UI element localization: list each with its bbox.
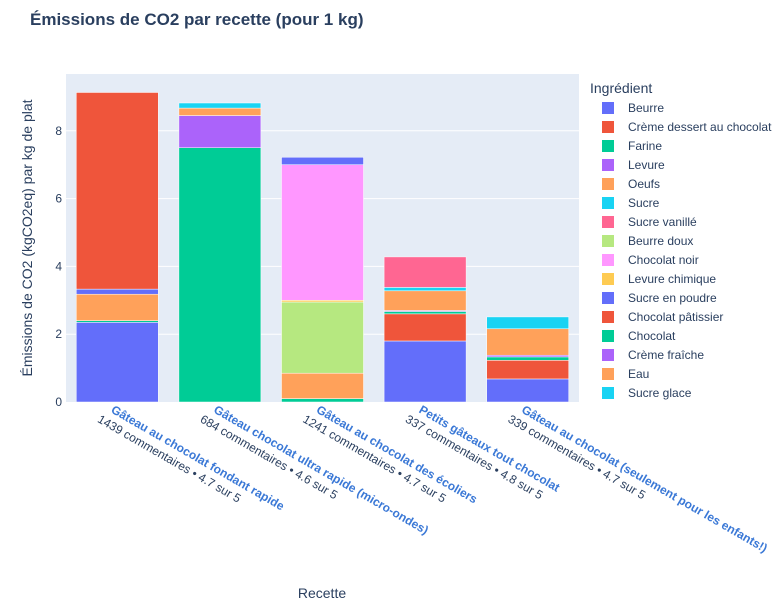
legend-item-label: Crème dessert au chocolat — [628, 120, 772, 134]
legend-item-label: Beurre doux — [628, 234, 693, 248]
y-tick-label: 8 — [55, 124, 62, 138]
chart-title: Émissions de CO2 par recette (pour 1 kg) — [30, 10, 363, 29]
bars — [76, 92, 569, 403]
legend-swatch — [602, 178, 614, 190]
legend-swatch — [602, 292, 614, 304]
bar-segment — [178, 107, 262, 116]
y-tick-label: 0 — [55, 395, 62, 409]
legend-swatch — [602, 216, 614, 228]
legend-swatch — [602, 273, 614, 285]
bar-segment — [76, 288, 159, 295]
bar-segment — [281, 301, 364, 374]
bar-segment — [486, 356, 569, 361]
legend-item-label: Farine — [628, 139, 662, 153]
bar-segment — [383, 290, 467, 311]
legend-item-label: Beurre — [628, 101, 664, 115]
bar-segment — [178, 102, 262, 109]
legend-item-label: Chocolat pâtissier — [628, 310, 723, 324]
bar-segment — [486, 328, 569, 356]
legend-item-label: Levure — [628, 158, 665, 172]
bar-segment — [486, 360, 569, 380]
legend-swatch — [602, 140, 614, 152]
x-axis-label: Recette — [298, 585, 346, 601]
legend-swatch — [602, 197, 614, 209]
legend-title: Ingrédient — [590, 80, 652, 96]
bar-segment — [281, 372, 364, 399]
bar-segment — [281, 156, 364, 165]
legend-swatch — [602, 311, 614, 323]
legend-swatch — [602, 235, 614, 247]
y-tick-label: 6 — [55, 192, 62, 206]
legend-swatch — [602, 121, 614, 133]
legend-item-label: Sucre — [628, 196, 660, 210]
legend-item-label: Sucre vanillé — [628, 215, 697, 229]
legend-swatch — [602, 159, 614, 171]
bar-segment — [178, 147, 262, 403]
bar-segment — [486, 354, 569, 358]
bar-segment — [76, 92, 159, 290]
legend-swatch — [602, 368, 614, 380]
y-tick-label: 2 — [55, 327, 62, 341]
legend-item-label: Eau — [628, 367, 649, 381]
bar-segment — [281, 300, 364, 303]
bar-segment — [178, 115, 262, 148]
bar-segment — [486, 316, 569, 330]
bar-segment — [383, 256, 467, 288]
legend-item-label: Sucre glace — [628, 386, 692, 400]
legend-swatch — [602, 330, 614, 342]
bar-segment — [383, 311, 467, 315]
legend-swatch — [602, 254, 614, 266]
legend-item-label: Sucre en poudre — [628, 291, 717, 305]
bar-segment — [383, 287, 467, 292]
legend: Ingrédient Beurre Crème dessert au chocol… — [590, 80, 772, 400]
legend-swatch — [602, 387, 614, 399]
legend-swatch — [602, 349, 614, 361]
bar-segment — [281, 164, 364, 301]
y-tick-label: 4 — [55, 259, 62, 273]
bar-segment — [76, 322, 159, 403]
bar-segment — [76, 293, 159, 321]
legend-item-label: Chocolat noir — [628, 253, 699, 267]
legend-item-label: Chocolat — [628, 329, 676, 343]
legend-item-label: Levure chimique — [628, 272, 716, 286]
bar-segment — [486, 378, 569, 403]
bar-segment — [383, 313, 467, 342]
bar-segment — [383, 340, 467, 403]
legend-item-label: Crème fraîche — [628, 348, 704, 362]
y-axis-label: Émissions de CO2 (kgCO2eq) par kg de pla… — [19, 99, 35, 376]
bar-segment — [281, 398, 364, 403]
legend-item-label: Oeufs — [628, 177, 660, 191]
legend-swatch — [602, 102, 614, 114]
y-axis-ticks: 0 2 4 6 8 — [55, 124, 62, 409]
bar-segment — [76, 320, 159, 323]
